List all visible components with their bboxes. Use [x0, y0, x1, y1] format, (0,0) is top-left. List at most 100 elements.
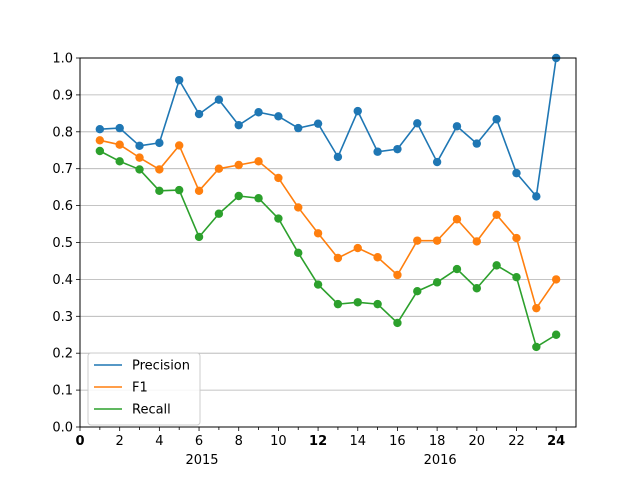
- data-point-f1: [551, 275, 561, 284]
- data-point-recall: [155, 186, 164, 196]
- data-point-f1: [333, 253, 343, 263]
- data-point-recall: [532, 342, 541, 352]
- data-point-precision: [194, 109, 204, 119]
- data-point-precision: [313, 119, 323, 128]
- data-point-f1: [532, 303, 541, 313]
- x-tick-label: 24: [547, 434, 565, 449]
- data-point-precision: [353, 106, 362, 116]
- data-point-precision: [95, 125, 105, 134]
- y-tick-label: 0.9: [52, 88, 73, 103]
- y-tick-label: 0.8: [52, 125, 73, 140]
- data-point-recall: [194, 232, 204, 242]
- data-point-f1: [175, 141, 184, 150]
- data-point-precision: [393, 144, 402, 154]
- data-point-f1: [115, 140, 124, 149]
- data-point-recall: [294, 248, 303, 258]
- data-point-precision: [432, 157, 442, 167]
- data-point-precision: [274, 112, 283, 121]
- data-point-precision: [155, 138, 164, 148]
- data-point-f1: [155, 165, 164, 174]
- x-tick-label: 12: [309, 434, 327, 449]
- x-tick-label: 14: [349, 434, 366, 449]
- data-point-recall: [313, 280, 323, 289]
- data-point-recall: [175, 185, 184, 195]
- legend: Precision F1 Recall: [87, 352, 201, 426]
- data-point-f1: [194, 186, 204, 196]
- data-point-recall: [413, 287, 422, 296]
- data-point-precision: [373, 147, 382, 156]
- y-tick-label: 0.7: [52, 162, 73, 177]
- data-point-recall: [393, 318, 402, 328]
- data-point-recall: [115, 157, 124, 166]
- data-point-precision: [532, 192, 541, 201]
- data-point-recall: [492, 261, 501, 270]
- data-point-precision: [115, 123, 124, 133]
- data-point-recall: [274, 214, 283, 223]
- data-point-f1: [512, 233, 521, 243]
- data-point-precision: [214, 95, 224, 104]
- x-tick-label: 16: [389, 434, 406, 449]
- x-tick-label: 2: [116, 434, 124, 449]
- data-point-precision: [333, 152, 343, 162]
- data-point-recall: [135, 165, 144, 174]
- x-tick-label: 4: [155, 434, 163, 449]
- data-point-precision: [413, 119, 422, 128]
- data-point-recall: [333, 299, 343, 309]
- data-point-f1: [294, 203, 303, 212]
- data-point-precision: [492, 115, 501, 124]
- legend-box: [87, 352, 201, 426]
- data-point-recall: [472, 284, 481, 293]
- data-point-precision: [175, 75, 184, 85]
- data-point-precision: [452, 122, 462, 131]
- x-tick-label: 0: [75, 434, 84, 449]
- data-point-recall: [512, 272, 521, 282]
- x-tick-label: 18: [429, 434, 446, 449]
- y-tick-label: 1.0: [52, 52, 73, 67]
- data-point-f1: [234, 160, 243, 170]
- y-tick-label: 0.4: [52, 273, 73, 288]
- y-tick-label: 0.1: [52, 384, 73, 399]
- data-point-f1: [373, 253, 382, 262]
- data-point-recall: [452, 264, 462, 274]
- x-tick-label: 10: [270, 434, 287, 449]
- data-point-recall: [254, 194, 263, 203]
- data-point-precision: [472, 139, 481, 148]
- data-point-recall: [234, 191, 243, 201]
- y-tick-label: 0.6: [52, 199, 73, 214]
- legend-label-precision: Precision: [132, 359, 190, 374]
- legend-label-recall: Recall: [132, 403, 171, 418]
- legend-label-f1: F1: [132, 381, 148, 396]
- data-point-f1: [452, 215, 462, 224]
- y-tick-label: 0.0: [52, 421, 73, 436]
- data-point-recall: [551, 330, 561, 339]
- data-point-precision: [135, 141, 144, 151]
- x-tick-label: 8: [235, 434, 243, 449]
- data-point-f1: [135, 153, 144, 162]
- data-point-f1: [472, 237, 481, 246]
- data-point-precision: [254, 108, 263, 117]
- data-point-f1: [313, 229, 323, 238]
- data-point-f1: [214, 164, 224, 173]
- y-tick-label: 0.5: [52, 236, 73, 251]
- data-point-f1: [254, 157, 263, 166]
- data-point-f1: [492, 210, 501, 220]
- data-point-f1: [413, 236, 422, 245]
- series-line-f1: [99, 139, 557, 309]
- x-tick-label: 20: [469, 434, 486, 449]
- series-group: [95, 53, 561, 352]
- data-point-f1: [274, 173, 283, 183]
- x-group-label: 2015: [185, 453, 218, 468]
- data-point-f1: [432, 236, 442, 245]
- data-point-precision: [294, 123, 303, 133]
- axes: 0.00.10.20.30.40.50.60.70.80.91.00 2 4 6 8 10…: [52, 52, 565, 469]
- data-point-recall: [373, 299, 382, 309]
- data-point-f1: [353, 243, 362, 253]
- data-point-recall: [214, 209, 224, 218]
- data-point-recall: [432, 278, 442, 287]
- y-tick-label: 0.3: [52, 310, 73, 325]
- data-point-precision: [512, 168, 521, 178]
- series-line-precision: [99, 57, 557, 198]
- x-tick-label: 22: [508, 434, 525, 449]
- y-tick-label: 0.2: [52, 347, 73, 362]
